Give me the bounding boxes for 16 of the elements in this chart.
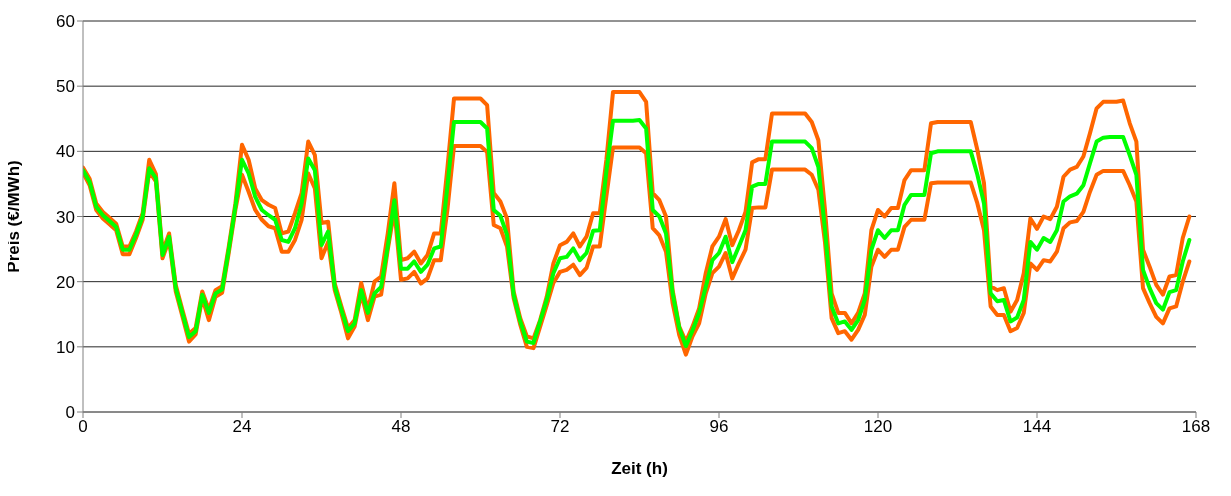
x-axis-title: Zeit (h) — [611, 459, 668, 478]
x-tick-label: 72 — [550, 417, 570, 437]
y-tick-label: 10 — [56, 337, 75, 357]
x-tick-label: 168 — [1181, 417, 1211, 437]
x-tick-label: 48 — [391, 417, 411, 437]
x-tick-label: 120 — [863, 417, 893, 437]
y-tick-label: 60 — [56, 12, 75, 32]
y-tick-label: 20 — [56, 272, 75, 292]
x-tick-label: 24 — [232, 417, 252, 437]
x-tick-label: 96 — [709, 417, 729, 437]
y-tick-label: 40 — [56, 142, 75, 162]
y-tick-label: 30 — [56, 207, 75, 227]
y-tick-label: 50 — [56, 77, 75, 97]
x-tick-label: 144 — [1022, 417, 1052, 437]
y-tick-label: 0 — [65, 403, 75, 423]
x-tick-label: 0 — [78, 417, 88, 437]
